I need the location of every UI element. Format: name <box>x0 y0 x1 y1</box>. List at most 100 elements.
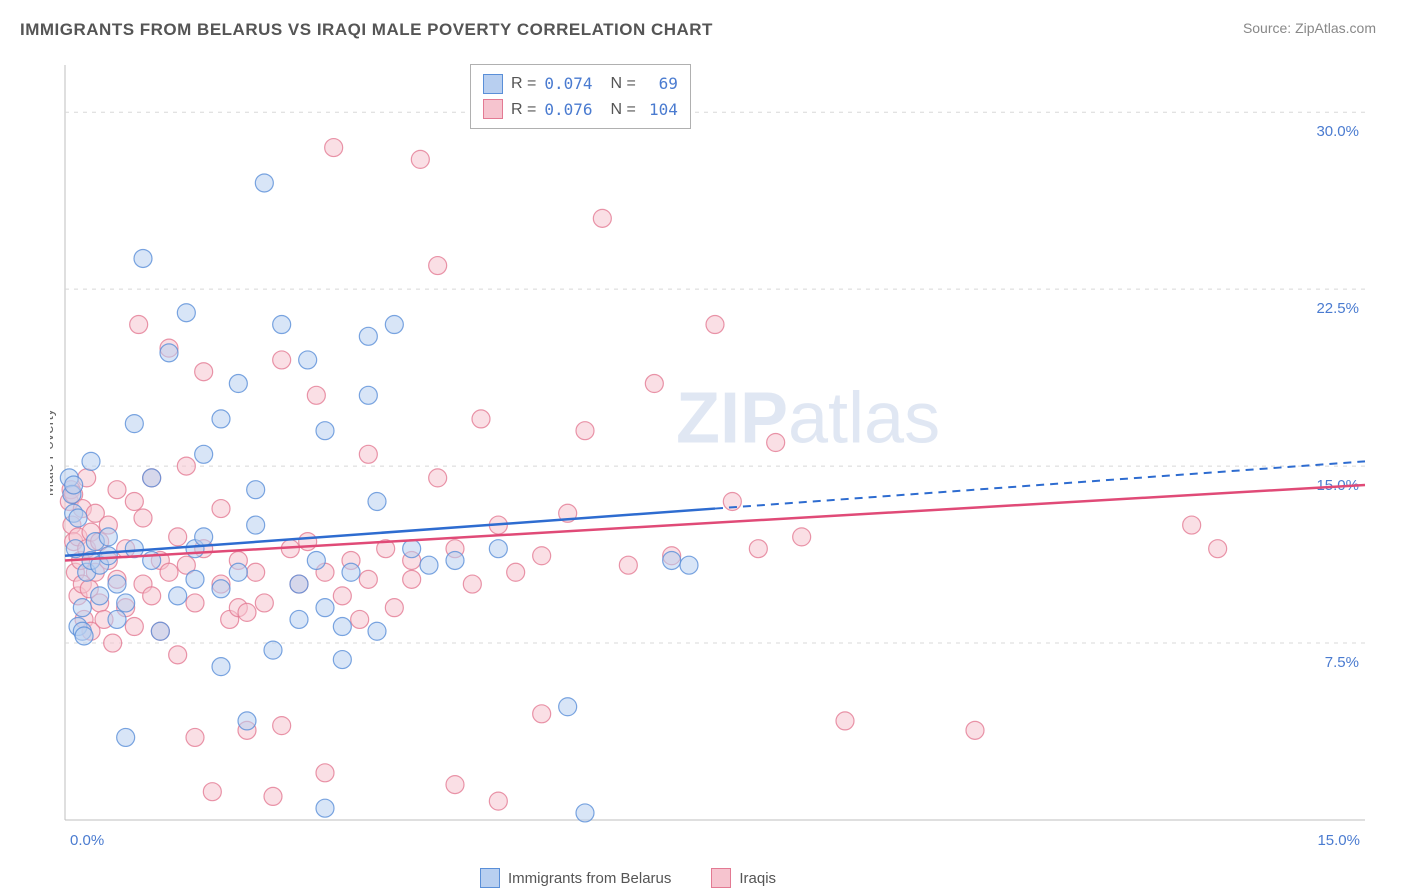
data-point-belarus <box>212 580 230 598</box>
data-point-iraqis <box>186 728 204 746</box>
data-point-iraqis <box>203 783 221 801</box>
data-point-belarus <box>69 509 87 527</box>
scatter-chart-svg: 7.5%15.0%22.5%30.0%0.0%15.0%Male Poverty… <box>50 60 1380 850</box>
data-point-belarus <box>316 799 334 817</box>
data-point-iraqis <box>533 705 551 723</box>
data-point-iraqis <box>273 717 291 735</box>
data-point-iraqis <box>429 257 447 275</box>
data-point-iraqis <box>238 603 256 621</box>
data-point-iraqis <box>749 540 767 558</box>
source-name: ZipAtlas.com <box>1295 20 1376 36</box>
data-point-iraqis <box>472 410 490 428</box>
data-point-belarus <box>108 575 126 593</box>
data-point-iraqis <box>195 363 213 381</box>
data-point-iraqis <box>255 594 273 612</box>
data-point-iraqis <box>134 509 152 527</box>
data-point-iraqis <box>108 481 126 499</box>
legend-r-value: 0.074 <box>544 71 592 97</box>
data-point-belarus <box>333 651 351 669</box>
data-point-belarus <box>143 469 161 487</box>
chart-title: IMMIGRANTS FROM BELARUS VS IRAQI MALE PO… <box>20 20 713 40</box>
legend-swatch <box>711 868 731 888</box>
data-point-iraqis <box>273 351 291 369</box>
legend-item-iraqis: Iraqis <box>711 868 776 888</box>
data-point-belarus <box>316 599 334 617</box>
data-point-belarus <box>186 570 204 588</box>
legend-row-belarus: R =0.074N =69 <box>483 71 678 97</box>
data-point-iraqis <box>130 316 148 334</box>
legend-swatch <box>483 99 503 119</box>
data-point-iraqis <box>463 575 481 593</box>
data-point-belarus <box>368 492 386 510</box>
legend-n-value: 104 <box>644 97 678 123</box>
data-point-iraqis <box>385 599 403 617</box>
y-tick-label: 30.0% <box>1316 123 1359 140</box>
data-point-belarus <box>99 547 117 565</box>
data-point-iraqis <box>836 712 854 730</box>
data-point-iraqis <box>186 594 204 612</box>
data-point-belarus <box>368 622 386 640</box>
legend-n-label: N = <box>611 97 636 123</box>
data-point-iraqis <box>125 492 143 510</box>
data-point-iraqis <box>1183 516 1201 534</box>
source-label: Source: <box>1243 20 1291 36</box>
data-point-belarus <box>255 174 273 192</box>
data-point-iraqis <box>507 563 525 581</box>
data-point-belarus <box>169 587 187 605</box>
data-point-belarus <box>290 610 308 628</box>
series-legend: Immigrants from Belarus Iraqis <box>480 868 776 888</box>
legend-n-value: 69 <box>644 71 678 97</box>
data-point-belarus <box>91 587 109 605</box>
data-point-iraqis <box>767 434 785 452</box>
legend-item-belarus: Immigrants from Belarus <box>480 868 671 888</box>
data-point-belarus <box>559 698 577 716</box>
data-point-belarus <box>420 556 438 574</box>
data-point-iraqis <box>489 792 507 810</box>
data-point-belarus <box>359 386 377 404</box>
data-point-belarus <box>212 410 230 428</box>
data-point-belarus <box>238 712 256 730</box>
data-point-belarus <box>151 622 169 640</box>
data-point-iraqis <box>593 209 611 227</box>
data-point-iraqis <box>411 150 429 168</box>
legend-label: Immigrants from Belarus <box>508 870 671 887</box>
data-point-belarus <box>333 618 351 636</box>
data-point-belarus <box>385 316 403 334</box>
data-point-belarus <box>316 422 334 440</box>
data-point-belarus <box>212 658 230 676</box>
data-point-belarus <box>82 452 100 470</box>
data-point-iraqis <box>359 570 377 588</box>
data-point-belarus <box>576 804 594 822</box>
data-point-iraqis <box>212 500 230 518</box>
data-point-iraqis <box>645 375 663 393</box>
data-point-belarus <box>359 327 377 345</box>
data-point-belarus <box>134 249 152 267</box>
data-point-belarus <box>247 481 265 499</box>
data-point-belarus <box>99 528 117 546</box>
y-tick-label: 22.5% <box>1316 300 1359 317</box>
data-point-belarus <box>160 344 178 362</box>
data-point-belarus <box>73 599 91 617</box>
trend-line-dashed-belarus <box>715 461 1365 508</box>
data-point-belarus <box>229 563 247 581</box>
data-point-belarus <box>195 528 213 546</box>
source-attribution: Source: ZipAtlas.com <box>1243 20 1376 36</box>
y-tick-label: 7.5% <box>1325 654 1359 671</box>
legend-swatch <box>483 74 503 94</box>
legend-r-value: 0.076 <box>544 97 592 123</box>
data-point-iraqis <box>1209 540 1227 558</box>
data-point-belarus <box>65 476 83 494</box>
data-point-iraqis <box>177 457 195 475</box>
legend-r-label: R = <box>511 97 536 123</box>
legend-n-label: N = <box>611 71 636 97</box>
data-point-iraqis <box>264 787 282 805</box>
data-point-belarus <box>247 516 265 534</box>
data-point-iraqis <box>533 547 551 565</box>
data-point-belarus <box>273 316 291 334</box>
data-point-belarus <box>177 304 195 322</box>
data-point-iraqis <box>576 422 594 440</box>
data-point-belarus <box>663 551 681 569</box>
data-point-belarus <box>290 575 308 593</box>
data-point-iraqis <box>316 764 334 782</box>
data-point-iraqis <box>143 587 161 605</box>
